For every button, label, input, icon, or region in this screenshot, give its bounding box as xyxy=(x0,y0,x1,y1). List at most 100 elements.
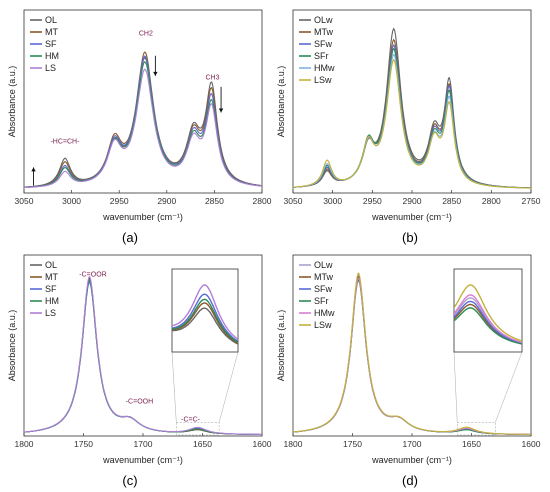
peak-point-sfr xyxy=(466,429,468,431)
x-tick-label: 1800 xyxy=(15,439,34,449)
annotation-label: -C=OOR xyxy=(79,272,106,279)
legend-label-ls: LS xyxy=(45,308,56,318)
peak-point-lsw xyxy=(393,60,396,62)
legend-label-hmw: HMw xyxy=(314,308,335,318)
series-line-lsw xyxy=(293,272,531,435)
peak-point-olw xyxy=(357,274,360,276)
legend-label-lsw: LSw xyxy=(314,75,332,85)
zoom-connector xyxy=(453,351,458,423)
peak-point-hmw xyxy=(466,427,468,429)
peak-point-ol xyxy=(210,81,213,83)
x-tick-label: 1800 xyxy=(284,439,303,449)
peak-point-sfw xyxy=(435,125,437,127)
peak-point-hm xyxy=(115,138,117,140)
legend-label-hm: HM xyxy=(45,51,59,61)
peak-point-mt xyxy=(210,87,213,89)
panel-label: (b) xyxy=(402,230,418,245)
legend-label-olw: OLw xyxy=(314,15,333,25)
legend-label-lsw: LSw xyxy=(314,320,332,330)
peak-point-olw xyxy=(448,77,450,79)
peak-point-hmw xyxy=(448,95,450,97)
x-tick-label: 3050 xyxy=(284,196,303,206)
legend-label-sfr: SFr xyxy=(314,51,329,61)
series-line-ls xyxy=(24,68,262,189)
peak-point-lsw xyxy=(326,159,328,161)
y-axis-title: Absorbance (a.u.) xyxy=(276,66,286,138)
annotation-label: CH2 xyxy=(139,31,153,38)
zoom-region xyxy=(176,422,220,436)
annotation-label: -C=C- xyxy=(181,417,201,424)
inset xyxy=(453,268,523,353)
peak-point-lsw xyxy=(369,136,371,138)
annotation-label: -C=OOH xyxy=(126,398,153,405)
peak-point-ls xyxy=(210,103,213,105)
peak-point-mtw xyxy=(448,83,450,85)
inset-series-line-sf xyxy=(172,293,238,342)
peak-point-olw xyxy=(435,120,437,122)
peak-point-sf xyxy=(64,164,66,167)
arrow-head xyxy=(153,71,158,76)
peak-point-ls xyxy=(145,69,147,71)
inset-series-group xyxy=(454,284,522,345)
inset-series-group xyxy=(172,284,238,345)
inset-series-line-hmw xyxy=(454,294,522,343)
x-tick-label: 2950 xyxy=(110,196,129,206)
peak-point-lsw xyxy=(398,416,400,418)
chart-panel-b: 3050 3000 2950 2900 2850 2800 2750 wavenumber (… xyxy=(276,9,541,245)
legend-label-sf: SF xyxy=(45,284,57,294)
legend-label-ol: OL xyxy=(45,260,57,270)
peak-point-mtw xyxy=(435,123,437,125)
x-axis-title: wavenumber (cm⁻¹) xyxy=(371,212,452,222)
peak-point-hm xyxy=(64,166,66,169)
zoom-region xyxy=(456,422,496,436)
peak-point-sfr xyxy=(326,164,328,167)
x-tick-label: 2900 xyxy=(403,196,422,206)
legend-label-ls: LS xyxy=(45,63,56,73)
x-tick-label: 1750 xyxy=(74,439,93,449)
legend-label-sf: SF xyxy=(45,39,57,49)
x-tick-label: 3000 xyxy=(323,196,342,206)
chart-panel-a: 3050 3000 2950 2900 2850 2800 wavenumber (cm⁻¹… xyxy=(7,9,272,245)
y-axis-title: Absorbance (a.u.) xyxy=(276,310,286,382)
x-tick-label: 2850 xyxy=(205,196,224,206)
legend-label-hm: HM xyxy=(45,296,59,306)
inset-series-line-sfr xyxy=(454,307,522,345)
peak-point-hm xyxy=(210,99,213,101)
peak-point-sfr xyxy=(448,89,450,91)
x-tick-label: 1650 xyxy=(462,439,481,449)
inset-series-line-sfw xyxy=(454,300,522,344)
peak-point-ol xyxy=(88,277,91,280)
series-group xyxy=(24,51,262,189)
annotation-label: CH3 xyxy=(205,75,219,82)
x-tick-label: 2750 xyxy=(522,196,541,206)
x-tick-label: 3000 xyxy=(62,196,81,206)
series-line-ls xyxy=(24,276,262,435)
peak-point-hmw xyxy=(326,163,328,165)
legend: OL MT SF HM LS xyxy=(30,260,59,318)
panel-label: (d) xyxy=(402,473,418,488)
inset-series-line-hm xyxy=(172,298,238,343)
legend: OLw MTw SFw SFr HMw LSw xyxy=(299,260,335,330)
peak-point-mtw xyxy=(357,276,360,278)
peak-point-ol xyxy=(145,58,147,60)
peak-point-sf xyxy=(115,135,117,137)
peak-point-hmw xyxy=(369,137,371,139)
zoom-connector xyxy=(218,351,239,423)
y-axis-title: Absorbance (a.u.) xyxy=(7,310,17,382)
x-tick-label: 1600 xyxy=(253,439,272,449)
peak-point-hm xyxy=(197,428,199,430)
peak-point-sfw xyxy=(326,166,328,168)
peak-point-hmw xyxy=(357,277,360,280)
peak-point-ls xyxy=(88,276,91,278)
peak-point-hm xyxy=(145,62,147,64)
legend-label-mt: MT xyxy=(45,27,58,37)
inset-frame xyxy=(171,268,239,353)
arrow-head xyxy=(218,108,224,113)
legend: OLw MTw SFw SFr HMw LSw xyxy=(299,15,335,85)
peak-point-sfr xyxy=(393,49,396,51)
peak-point-lsw xyxy=(435,132,437,134)
peak-point-ls xyxy=(64,170,66,172)
peak-point-mt xyxy=(115,133,117,135)
series-group xyxy=(293,272,531,436)
